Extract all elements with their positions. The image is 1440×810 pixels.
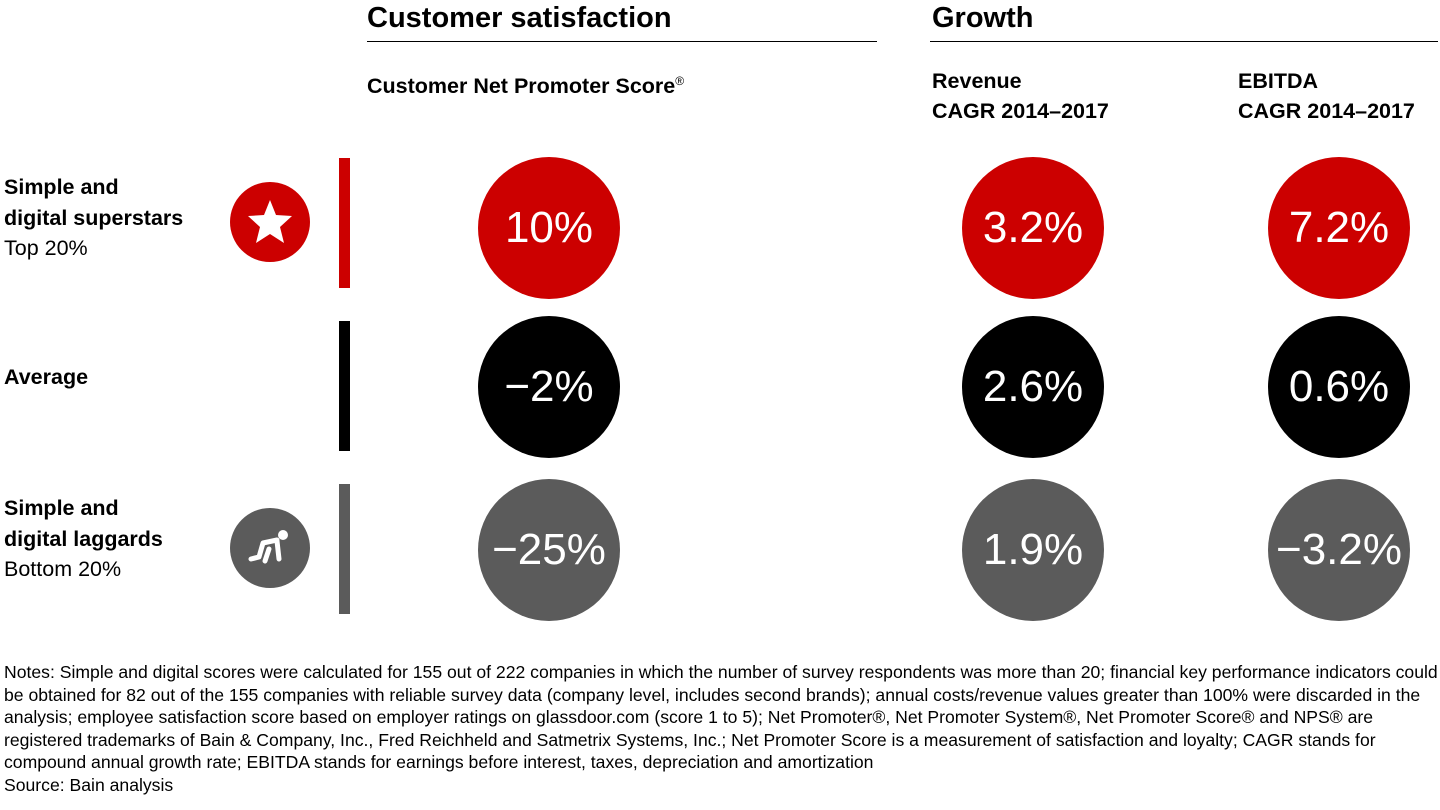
notes: Notes: Simple and digital scores were ca… — [4, 661, 1440, 797]
crawling-person-icon — [230, 508, 310, 588]
column-header-ebitda: EBITDA CAGR 2014–2017 — [1238, 69, 1415, 123]
header-growth: Growth — [932, 2, 1034, 34]
value-circle: 10% — [478, 157, 620, 299]
source: Source: Bain analysis — [4, 774, 174, 795]
value-circle: 3.2% — [962, 157, 1104, 299]
value-circle: 0.6% — [1268, 316, 1410, 458]
row-label-average: Average — [4, 365, 89, 389]
value-circle: 7.2% — [1268, 157, 1410, 299]
star-icon — [230, 182, 310, 262]
value-circle: −25% — [478, 479, 620, 621]
row-bar-laggards — [339, 484, 350, 614]
column-header-revenue: Revenue CAGR 2014–2017 — [932, 69, 1109, 123]
divider — [367, 41, 877, 42]
row-bar-average — [339, 321, 350, 451]
value-circle: −2% — [478, 316, 620, 458]
row-label-laggards: Simple and digital laggards Bottom 20% — [4, 496, 163, 581]
divider — [930, 41, 1438, 42]
header-customer-satisfaction: Customer satisfaction — [367, 2, 672, 34]
value-circle: −3.2% — [1268, 479, 1410, 621]
value-circle: 2.6% — [962, 316, 1104, 458]
row-bar-superstars — [339, 158, 350, 288]
column-header-nps: Customer Net Promoter Score® — [367, 74, 685, 99]
value-circle: 1.9% — [962, 479, 1104, 621]
row-label-superstars: Simple and digital superstars Top 20% — [4, 175, 184, 260]
